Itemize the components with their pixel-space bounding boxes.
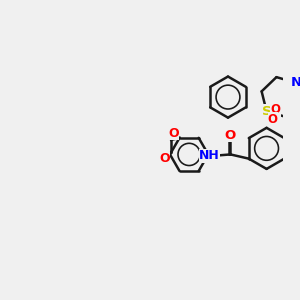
Text: O: O [225,129,236,142]
Text: S: S [262,105,272,118]
Text: O: O [268,113,278,126]
Text: O: O [159,152,169,165]
Text: O: O [169,127,179,140]
Text: N: N [291,76,300,89]
Text: O: O [271,103,281,116]
Text: NH: NH [199,149,220,162]
